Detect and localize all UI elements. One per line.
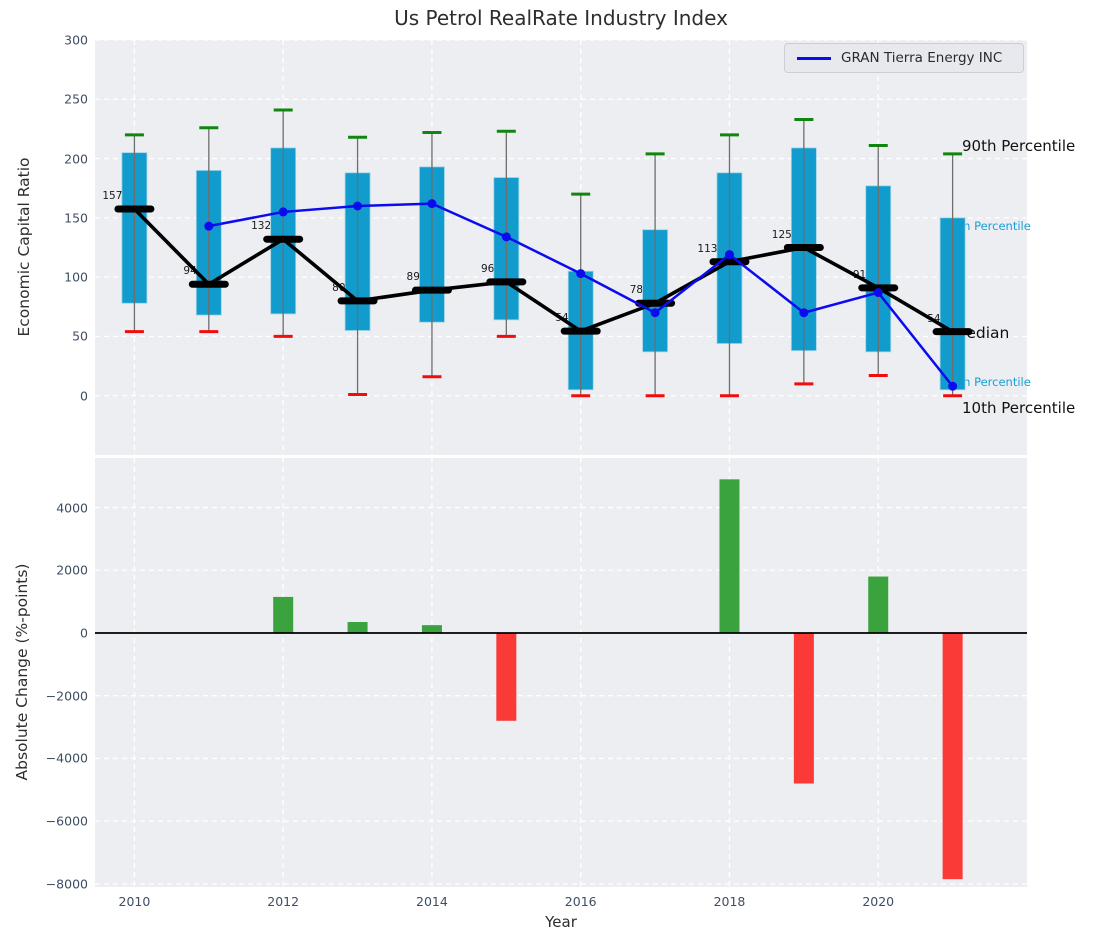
bottom-y-tick-label: 0 xyxy=(80,625,88,641)
bottom-y-tick-label: 2000 xyxy=(56,562,88,578)
top-y-axis-label: Economic Capital Ratio xyxy=(15,157,33,337)
bottom-y-tick-label: −2000 xyxy=(45,688,88,704)
bottom-y-tick-label: −4000 xyxy=(45,750,88,766)
median-value-label: 89.0 xyxy=(406,271,430,284)
p90-annotation: 90th Percentile xyxy=(962,136,1076,155)
legend-label: GRAN Tierra Energy INC xyxy=(841,50,1003,66)
top-y-tick-label: 200 xyxy=(64,151,88,167)
x-tick-label: 2020 xyxy=(862,894,895,909)
p25-annotation: 25th Percentile xyxy=(944,375,1031,390)
median-value-label: 78.0 xyxy=(629,284,654,297)
median-value-label: 94.0 xyxy=(183,265,207,278)
legend: GRAN Tierra Energy INC xyxy=(784,43,1024,73)
x-axis-label: Year xyxy=(545,913,577,931)
median-value-label: 80.0 xyxy=(332,281,356,294)
top-y-tick-label: 150 xyxy=(64,210,88,226)
top-y-tick-label: 0 xyxy=(80,388,88,404)
median-value-label: 157.5 xyxy=(102,189,133,202)
median-value-label: 113.0 xyxy=(697,242,728,255)
x-tick-label: 2012 xyxy=(267,894,300,909)
top-y-tick-label: 300 xyxy=(64,32,88,48)
top-y-tick-label: 100 xyxy=(64,269,88,285)
x-tick-label: 2014 xyxy=(416,894,448,909)
bottom-y-tick-label: 4000 xyxy=(56,500,88,516)
median-value-label: 54.0 xyxy=(927,312,951,325)
legend-line-sample xyxy=(797,56,831,60)
x-tick-label: 2016 xyxy=(564,894,597,909)
median-value-label: 132.0 xyxy=(251,220,282,233)
median-value-label: 54.5 xyxy=(555,312,579,325)
x-tick-label: 2018 xyxy=(713,894,746,909)
median-value-label: 125.0 xyxy=(771,228,802,241)
median-value-label: 91.0 xyxy=(852,268,877,281)
p10-annotation: 10th Percentile xyxy=(962,399,1076,418)
bottom-y-tick-label: −8000 xyxy=(45,876,88,892)
top-y-tick-label: 250 xyxy=(64,91,88,107)
bottom-panel-plot-area xyxy=(95,458,1027,887)
bottom-y-tick-label: −6000 xyxy=(45,813,88,829)
top-y-tick-label: 50 xyxy=(72,328,88,344)
median-annotation: Median xyxy=(953,323,1010,342)
bottom-y-axis-label: Absolute Change (%-points) xyxy=(13,563,31,781)
x-tick-label: 2010 xyxy=(118,894,151,909)
p75-annotation: 75th Percentile xyxy=(944,219,1031,234)
chart-title: Us Petrol RealRate Industry Index xyxy=(394,6,728,30)
median-value-label: 96.0 xyxy=(480,262,505,275)
